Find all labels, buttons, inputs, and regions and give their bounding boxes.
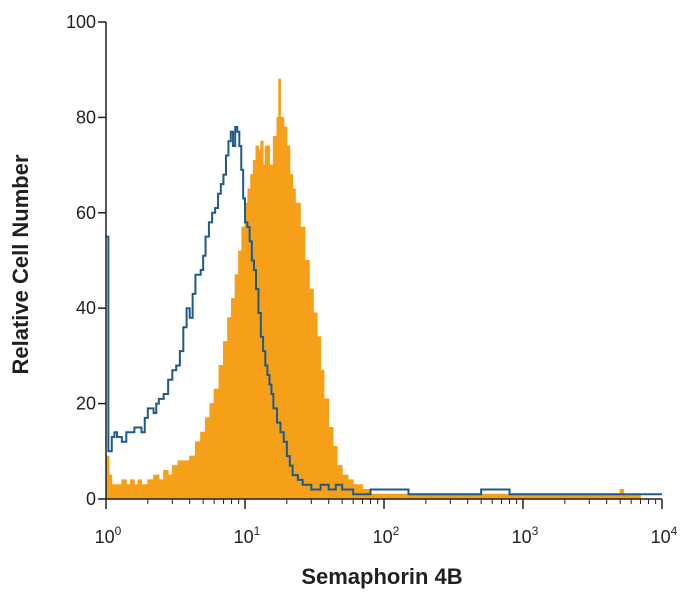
- x-axis-title: Semaphorin 4B: [301, 564, 462, 589]
- x-tick-label-10000: 104: [651, 524, 678, 547]
- y-tick-label-20: 20: [76, 394, 96, 414]
- y-tick-label-100: 100: [66, 12, 96, 32]
- y-tick-label-40: 40: [76, 298, 96, 318]
- axes: [105, 22, 662, 500]
- y-axis-title: Relative Cell Number: [8, 154, 33, 375]
- plot-area: [105, 78, 662, 500]
- x-tick-label-100: 102: [373, 524, 400, 547]
- y-tick-label-60: 60: [76, 203, 96, 223]
- y-axis-ticks: 0 20 40 60 80 100: [66, 12, 106, 509]
- y-tick-label-0: 0: [86, 489, 96, 509]
- series-1-outline-histogram: [106, 125, 662, 496]
- series-0-filled-histogram: [105, 78, 662, 500]
- x-tick-label-1000: 103: [512, 524, 539, 547]
- y-tick-label-80: 80: [76, 107, 96, 127]
- x-axis-ticks: 100 101 102 103 104: [95, 499, 678, 547]
- x-tick-label-10: 101: [234, 524, 261, 547]
- x-tick-label-1: 100: [95, 524, 122, 547]
